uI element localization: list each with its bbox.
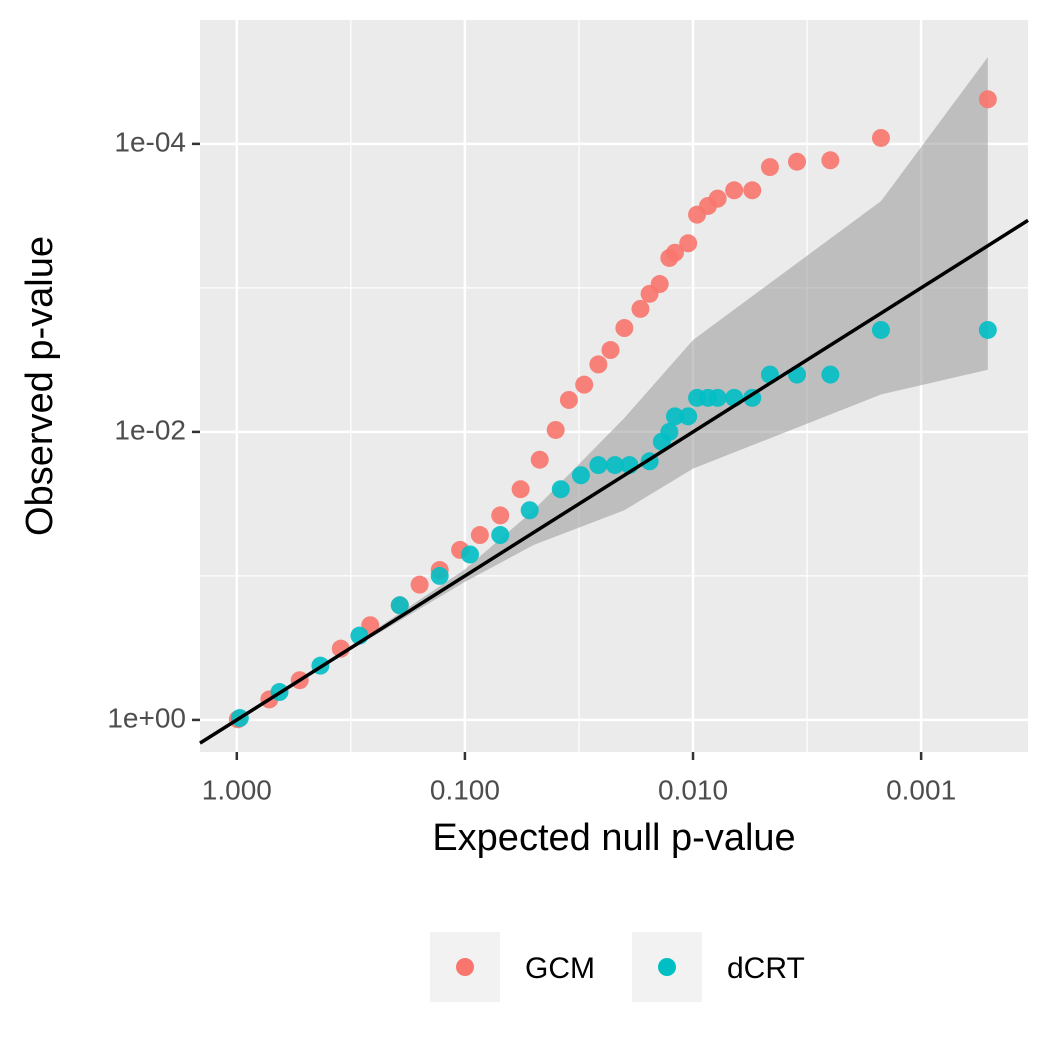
- point: [665, 407, 684, 426]
- point: [589, 456, 608, 475]
- point: [511, 480, 530, 499]
- x-tick-label: 0.100: [430, 774, 500, 805]
- point: [978, 90, 997, 109]
- legend-symbol: [658, 958, 676, 976]
- point: [470, 526, 489, 545]
- point: [589, 355, 608, 374]
- point: [660, 422, 679, 441]
- legend-symbol: [456, 958, 474, 976]
- point: [615, 319, 634, 338]
- point: [430, 566, 449, 585]
- point: [530, 450, 549, 469]
- point: [650, 275, 669, 294]
- point: [559, 390, 578, 409]
- point: [788, 152, 807, 171]
- point: [460, 545, 479, 564]
- x-tick-label: 0.010: [658, 774, 728, 805]
- point: [546, 420, 565, 439]
- point: [665, 243, 684, 262]
- point: [410, 575, 429, 594]
- point: [760, 158, 779, 177]
- y-tick-label: 1e+00: [107, 702, 186, 733]
- point: [871, 128, 890, 147]
- y-tick-label: 1e-04: [114, 126, 186, 157]
- point: [575, 375, 594, 394]
- point: [821, 365, 840, 384]
- confidence-band: [236, 57, 988, 722]
- x-tick-label: 0.001: [886, 774, 956, 805]
- reference-line: [199, 218, 1029, 745]
- point: [821, 151, 840, 170]
- point: [708, 388, 727, 407]
- point: [520, 501, 539, 520]
- point: [390, 596, 409, 615]
- point: [631, 299, 650, 318]
- x-axis-title: Expected null p-value: [432, 817, 795, 859]
- point: [708, 189, 727, 208]
- legend-label: GCM: [525, 952, 595, 985]
- point: [871, 320, 890, 339]
- point: [571, 466, 590, 485]
- x-tick-label: 1.000: [202, 774, 272, 805]
- point: [551, 480, 570, 499]
- point: [605, 456, 624, 475]
- point: [491, 506, 510, 525]
- y-tick-label: 1e-02: [114, 414, 186, 445]
- y-axis-title: Observed p-value: [19, 236, 61, 536]
- legend-label: dCRT: [727, 952, 805, 985]
- point: [743, 181, 762, 200]
- point: [491, 526, 510, 545]
- point: [978, 320, 997, 339]
- point: [679, 234, 698, 253]
- point: [679, 407, 698, 426]
- point: [601, 341, 620, 360]
- point: [725, 181, 744, 200]
